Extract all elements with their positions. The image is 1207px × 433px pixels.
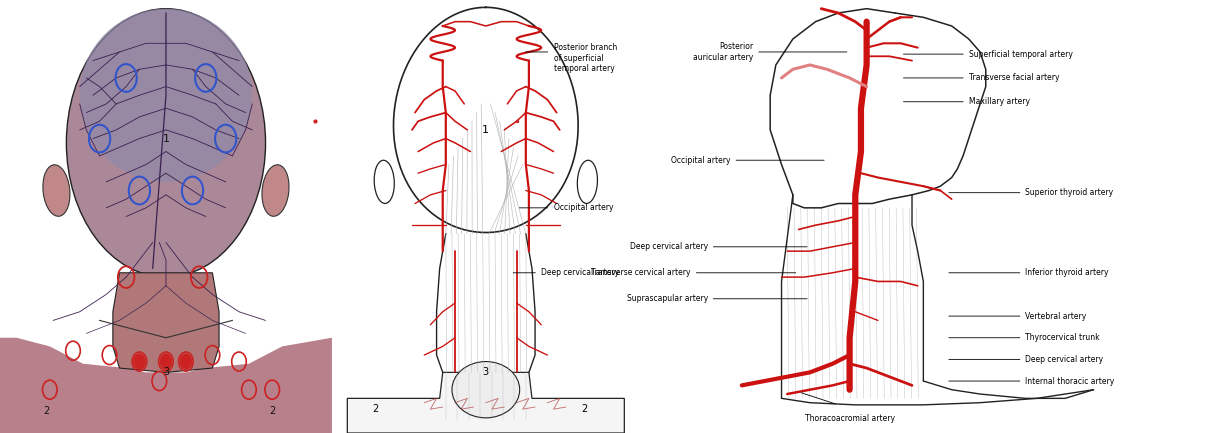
Text: Posterior
auricular artery: Posterior auricular artery (693, 42, 753, 61)
Polygon shape (113, 273, 220, 372)
Text: Internal thoracic artery: Internal thoracic artery (1026, 377, 1115, 385)
Text: Thoracoacromial artery: Thoracoacromial artery (805, 414, 894, 423)
Text: Occipital artery: Occipital artery (671, 156, 730, 165)
Polygon shape (0, 338, 332, 433)
Text: 3: 3 (483, 367, 489, 378)
Text: Occipital artery: Occipital artery (554, 204, 613, 212)
Ellipse shape (80, 9, 252, 182)
Ellipse shape (43, 165, 70, 216)
Polygon shape (348, 372, 624, 433)
Text: Inferior thyroid artery: Inferior thyroid artery (1026, 268, 1109, 277)
Ellipse shape (577, 160, 597, 204)
Text: Maxillary artery: Maxillary artery (969, 97, 1030, 106)
Ellipse shape (451, 362, 520, 418)
Text: Suprascapular artery: Suprascapular artery (626, 294, 707, 303)
Text: Posterior branch
of superficial
temporal artery: Posterior branch of superficial temporal… (554, 43, 617, 73)
Text: 1: 1 (483, 125, 489, 135)
Text: 3: 3 (163, 367, 169, 378)
Circle shape (180, 354, 192, 369)
Text: Vertebral artery: Vertebral artery (1026, 312, 1086, 320)
Text: 2: 2 (269, 406, 275, 417)
Text: Superficial temporal artery: Superficial temporal artery (969, 50, 1073, 58)
Text: 1: 1 (163, 133, 169, 144)
Circle shape (161, 354, 171, 369)
Text: 2: 2 (43, 406, 49, 417)
Text: Transverse facial artery: Transverse facial artery (969, 74, 1060, 82)
Circle shape (134, 354, 145, 369)
Text: Deep cervical artery: Deep cervical artery (1026, 355, 1103, 364)
Text: Superior thyroid artery: Superior thyroid artery (1026, 188, 1114, 197)
Text: 2: 2 (372, 404, 378, 414)
Ellipse shape (262, 165, 288, 216)
Text: Thyrocervical trunk: Thyrocervical trunk (1026, 333, 1100, 342)
Ellipse shape (374, 160, 395, 204)
Polygon shape (393, 7, 578, 233)
Text: Deep cervical artery: Deep cervical artery (541, 268, 619, 277)
Ellipse shape (66, 9, 266, 277)
Text: 2: 2 (582, 404, 588, 414)
Text: Transverse cervical artery: Transverse cervical artery (591, 268, 690, 277)
Text: Deep cervical artery: Deep cervical artery (630, 242, 707, 251)
